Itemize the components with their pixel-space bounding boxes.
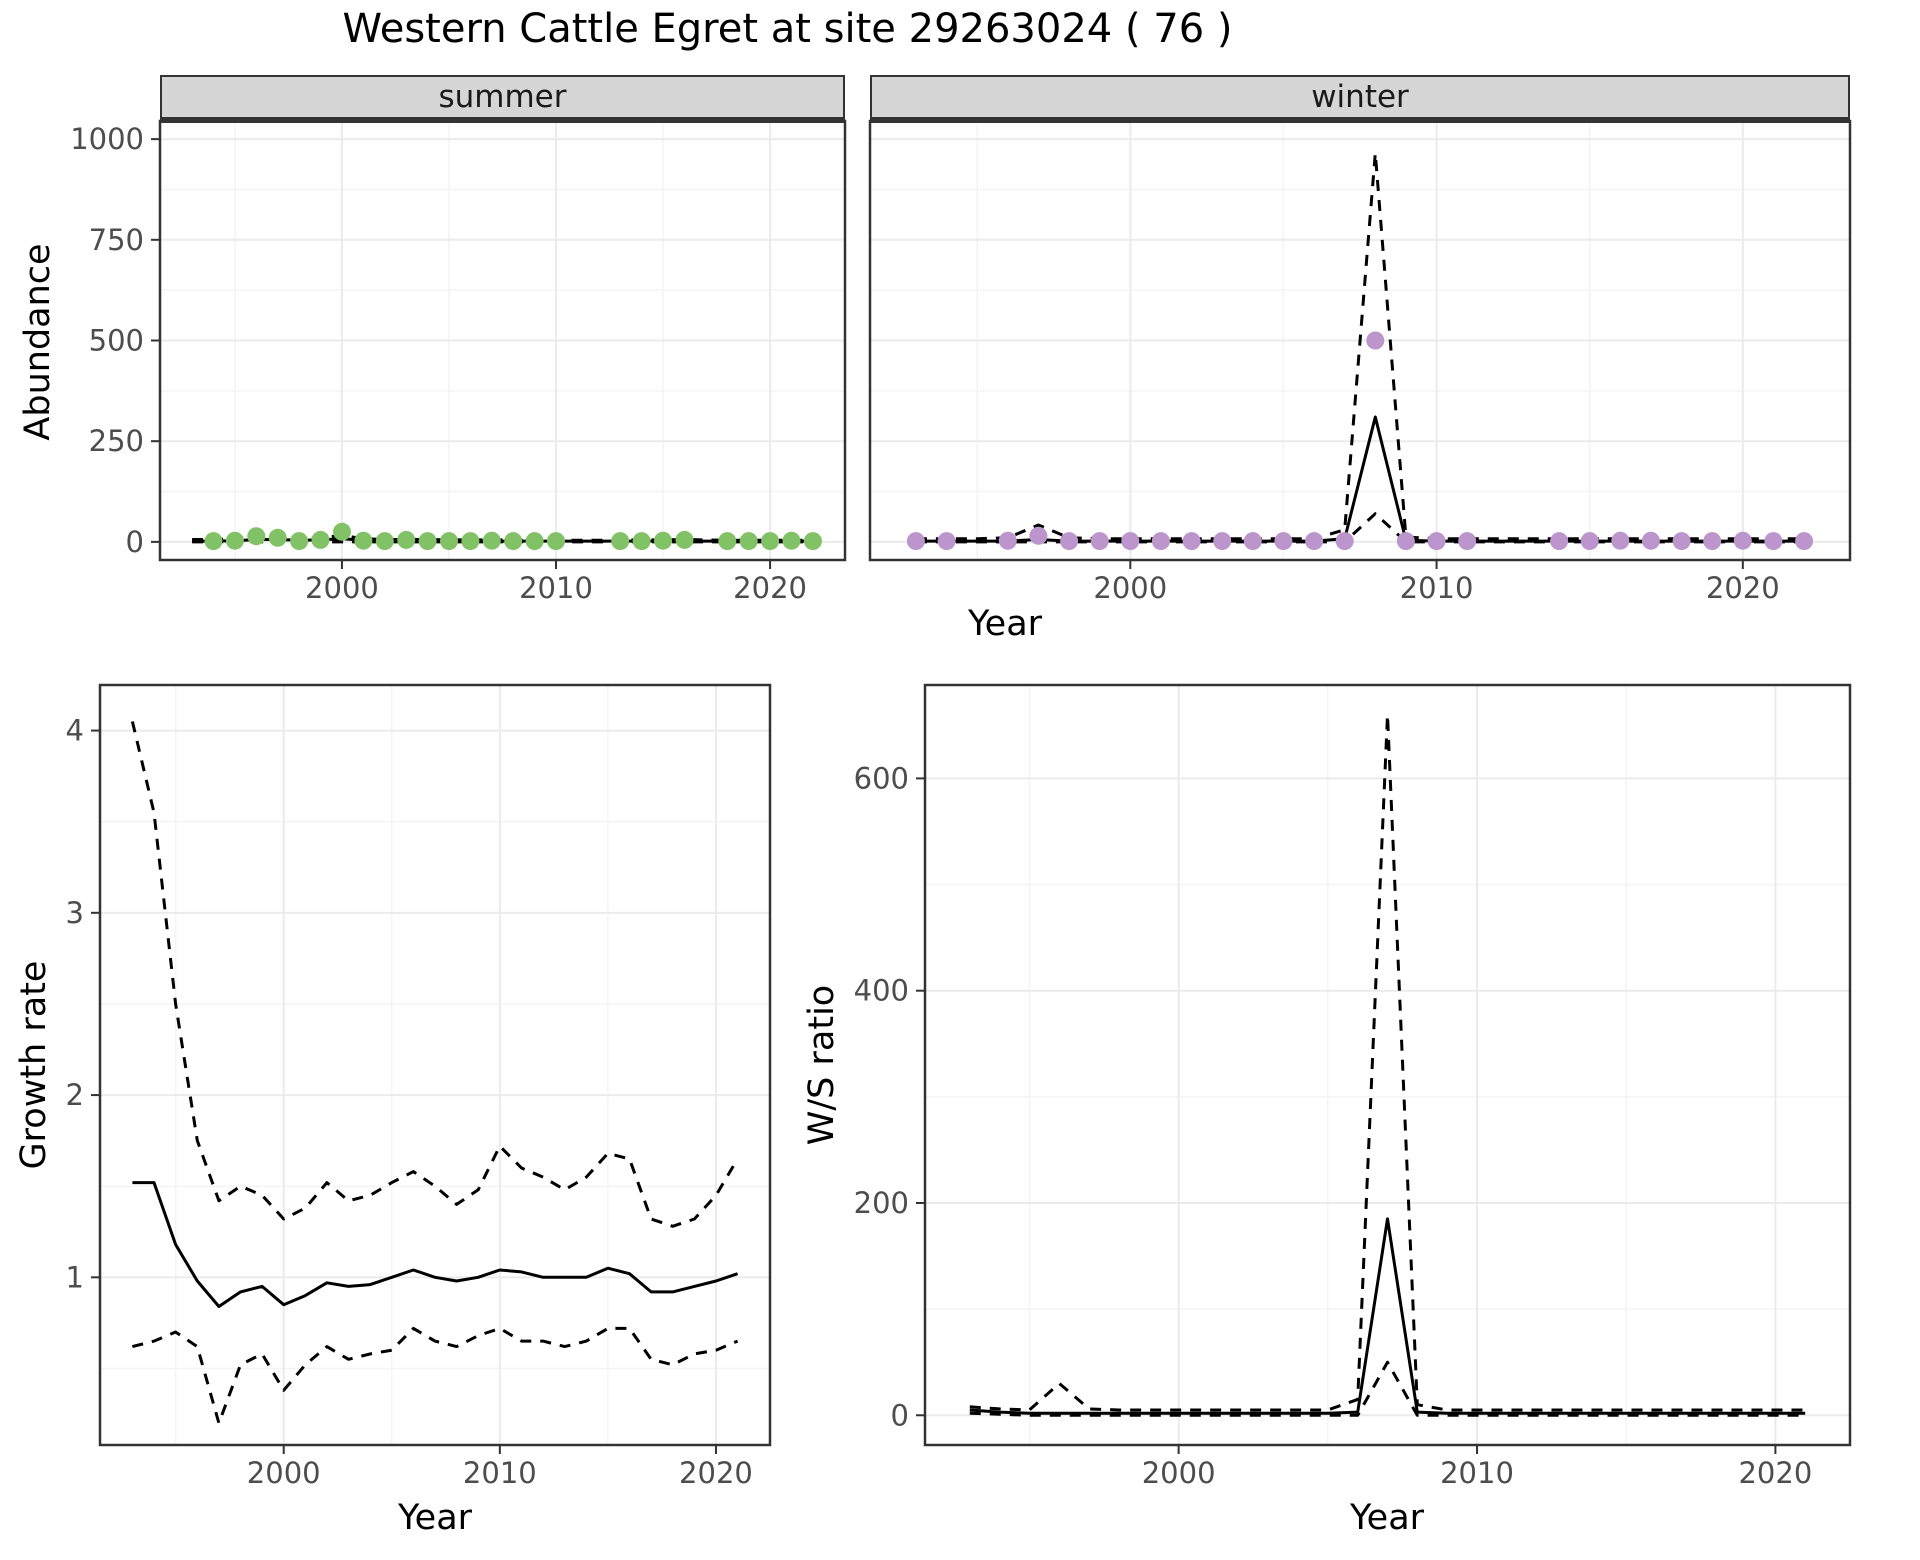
facet-strip-summer: summer <box>160 75 845 123</box>
panel-background <box>925 685 1850 1445</box>
fit-line <box>969 1217 1806 1415</box>
x-tick-label: 2010 <box>463 1456 537 1490</box>
data-point <box>375 532 394 551</box>
y-tick-label: 600 <box>854 761 909 795</box>
data-point <box>333 522 351 541</box>
y-axis-label-ws-ratio: W/S ratio <box>802 984 842 1146</box>
y-tick-label: 4 <box>66 714 84 748</box>
data-point <box>1580 532 1599 551</box>
data-point <box>998 531 1017 550</box>
y-tick-label: 1 <box>66 1260 84 1294</box>
data-point <box>268 528 287 547</box>
x-tick-label: 2000 <box>305 571 379 605</box>
data-point <box>1029 526 1048 545</box>
panel-background <box>100 685 770 1445</box>
data-point <box>225 531 244 550</box>
x-tick-label: 2020 <box>733 571 807 605</box>
panel-border <box>98 683 772 1447</box>
x-tick-label: 2000 <box>247 1456 321 1490</box>
x-axis-label-year-growth: Year <box>397 1498 473 1538</box>
data-point <box>718 532 737 551</box>
chart-title: Western Cattle Egret at site 29263024 ( … <box>342 6 1233 52</box>
fit-line <box>132 1181 739 1308</box>
y-tick-label: 0 <box>126 525 144 559</box>
x-tick-label: 2020 <box>1738 1456 1812 1490</box>
data-point <box>675 530 694 549</box>
y-tick-label: 750 <box>89 223 144 257</box>
data-point <box>803 532 822 551</box>
data-point <box>290 532 309 551</box>
data-point <box>354 531 373 550</box>
data-point <box>525 532 544 551</box>
y-tick-label: 1000 <box>70 122 144 156</box>
data-point <box>1335 532 1354 551</box>
y-tick-label: 2 <box>66 1078 84 1112</box>
data-point <box>1274 532 1293 551</box>
ci-lower-line <box>132 1326 739 1425</box>
ci-lower-line <box>969 1360 1806 1417</box>
x-tick-label: 2000 <box>1093 571 1167 605</box>
data-point <box>547 532 565 551</box>
x-axis-label-year-ws: Year <box>1349 1498 1425 1538</box>
data-point <box>418 532 437 551</box>
data-point <box>482 531 501 550</box>
data-point <box>1672 532 1691 551</box>
x-tick-label: 2020 <box>1706 571 1780 605</box>
data-point <box>1182 532 1201 551</box>
data-point <box>1060 532 1079 551</box>
panel-border <box>923 683 1852 1447</box>
data-point <box>611 532 630 551</box>
data-point <box>1458 532 1477 551</box>
y-tick-label: 200 <box>854 1186 909 1220</box>
data-point <box>739 532 758 551</box>
x-tick-label: 2010 <box>1440 1456 1514 1490</box>
data-point <box>1305 532 1324 551</box>
y-tick-label: 400 <box>854 974 909 1008</box>
data-point <box>504 532 523 551</box>
data-point <box>247 527 266 546</box>
data-point <box>761 532 780 551</box>
data-point <box>1121 532 1140 551</box>
data-point <box>937 532 956 551</box>
data-point <box>204 532 223 551</box>
data-point <box>1795 532 1814 551</box>
y-tick-label: 250 <box>89 424 144 458</box>
y-axis-label-abundance: Abundance <box>18 243 58 441</box>
data-point <box>440 532 458 551</box>
data-point <box>782 531 801 550</box>
y-tick-label: 0 <box>891 1398 909 1432</box>
x-tick-label: 2000 <box>1142 1456 1216 1490</box>
data-point <box>1611 531 1630 550</box>
data-point <box>1733 531 1752 550</box>
data-point <box>1396 532 1415 551</box>
data-point <box>632 532 651 551</box>
data-point <box>1641 531 1660 550</box>
data-point <box>397 530 416 549</box>
data-point <box>1427 532 1446 551</box>
facet-strip-winter: winter <box>870 75 1850 123</box>
y-axis-label-growth-rate: Growth rate <box>14 960 54 1170</box>
data-point <box>461 532 480 551</box>
data-point <box>1151 532 1170 551</box>
data-point <box>1243 532 1262 551</box>
data-point <box>1213 532 1232 551</box>
data-point <box>1550 532 1569 551</box>
y-tick-label: 500 <box>89 324 144 358</box>
y-tick-label: 3 <box>66 896 84 930</box>
data-point <box>906 532 925 551</box>
data-point <box>654 531 672 550</box>
data-point <box>1764 532 1783 551</box>
x-axis-label-year-top: Year <box>967 604 1043 644</box>
data-point <box>1366 331 1385 350</box>
data-point <box>1703 532 1722 551</box>
x-tick-label: 2020 <box>679 1456 753 1490</box>
x-tick-label: 2010 <box>1400 571 1474 605</box>
x-tick-label: 2010 <box>519 571 593 605</box>
data-point <box>311 530 330 549</box>
data-point <box>1090 532 1109 551</box>
ci-upper-line <box>130 721 739 1228</box>
